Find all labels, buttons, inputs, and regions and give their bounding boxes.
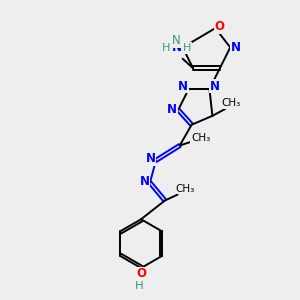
Text: CH₃: CH₃ — [221, 98, 241, 108]
Text: N: N — [231, 41, 241, 54]
Text: CH₃: CH₃ — [175, 184, 194, 194]
Text: N: N — [167, 103, 177, 116]
Text: O: O — [214, 20, 224, 33]
Text: CH₃: CH₃ — [191, 133, 210, 143]
Text: H: H — [162, 43, 170, 53]
Text: H: H — [183, 43, 191, 53]
Text: N: N — [178, 80, 188, 93]
Text: N: N — [172, 41, 182, 54]
Text: H: H — [135, 279, 144, 292]
Text: O: O — [136, 267, 146, 280]
Text: N: N — [172, 34, 181, 47]
Text: N: N — [146, 152, 156, 165]
Text: N: N — [140, 175, 150, 188]
Text: N: N — [210, 80, 220, 93]
